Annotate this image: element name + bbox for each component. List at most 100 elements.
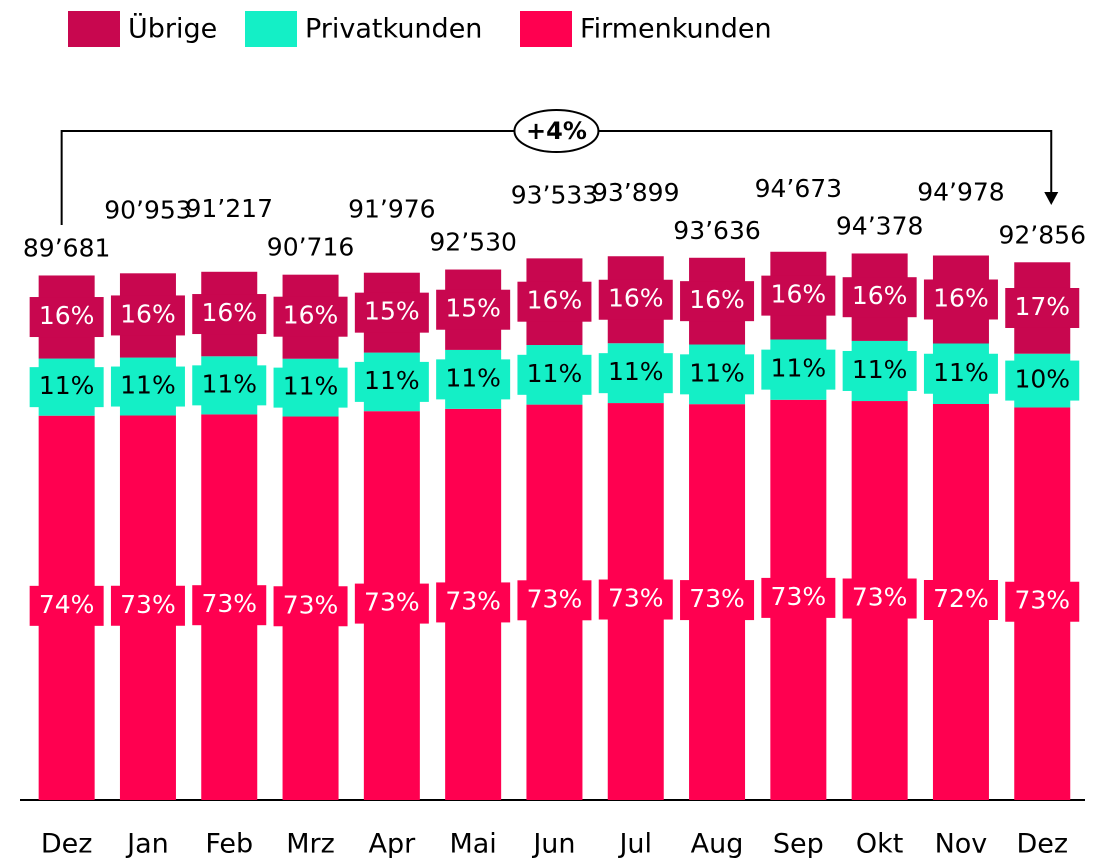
value-label: 16% (933, 284, 989, 313)
x-tick-label: Okt (856, 829, 903, 860)
value-label: 11% (120, 371, 176, 400)
value-label: 73% (201, 589, 257, 618)
label-box (110, 585, 185, 626)
label-box (761, 577, 836, 618)
label-box (598, 579, 673, 620)
value-label: 73% (608, 584, 664, 613)
value-label: 16% (689, 285, 745, 314)
total-label: 93’899 (592, 178, 679, 207)
value-label: 11% (527, 359, 583, 388)
label-box (192, 294, 267, 335)
label-box (192, 585, 267, 626)
label-box (110, 295, 185, 336)
value-label: 73% (527, 584, 583, 613)
value-label: 16% (120, 299, 176, 328)
label-box (110, 366, 185, 407)
value-label: 16% (608, 284, 664, 313)
label-box (1005, 581, 1080, 622)
value-label: 11% (689, 358, 745, 387)
x-tick-label: Sep (773, 829, 824, 860)
legend-label: Privatkunden (305, 14, 482, 45)
label-box (1005, 287, 1080, 328)
label-box (354, 583, 429, 624)
label-box (680, 580, 755, 621)
value-label: 73% (364, 588, 420, 617)
label-box (923, 279, 998, 320)
value-label: 11% (364, 366, 420, 395)
value-label: 11% (39, 371, 95, 400)
x-tick-label: Dez (41, 829, 93, 860)
value-label: 73% (283, 590, 339, 619)
x-tick-label: Mrz (286, 829, 335, 860)
label-box (517, 580, 592, 621)
label-box (598, 279, 673, 320)
annotation-arrow (1044, 192, 1059, 205)
label-box (192, 365, 267, 406)
legend-label: Firmenkunden (580, 14, 772, 45)
label-box (29, 585, 104, 626)
total-label: 90’953 (104, 195, 191, 224)
label-box (436, 289, 511, 330)
value-label: 74% (39, 590, 95, 619)
label-box (354, 361, 429, 402)
total-label: 91’217 (186, 194, 273, 223)
total-label: 92’856 (999, 220, 1086, 249)
label-box (517, 281, 592, 322)
legend-swatch (520, 11, 572, 47)
x-tick-label: Dez (1016, 829, 1068, 860)
value-label: 17% (1014, 292, 1070, 321)
label-box (761, 275, 836, 316)
x-tick-label: Jan (125, 829, 169, 860)
value-label: 11% (445, 363, 501, 392)
value-label: 73% (689, 584, 745, 613)
value-label: 15% (445, 294, 501, 323)
label-box (923, 353, 998, 394)
total-label: 91’976 (348, 195, 435, 224)
label-box (842, 350, 917, 391)
x-tick-label: Jul (617, 829, 652, 860)
label-box (923, 580, 998, 620)
value-label: 15% (364, 297, 420, 326)
value-label: 11% (283, 372, 339, 401)
label-box (436, 582, 511, 623)
label-box (436, 359, 511, 400)
value-label: 11% (933, 358, 989, 387)
total-label: 93’533 (511, 180, 598, 209)
value-label: 16% (771, 280, 827, 309)
value-label: 16% (39, 301, 95, 330)
label-box (29, 297, 104, 338)
value-label: 73% (120, 590, 176, 619)
value-label: 11% (201, 369, 257, 398)
value-label: 72% (933, 584, 989, 613)
total-label: 94’673 (755, 174, 842, 203)
label-box (273, 367, 348, 408)
total-label: 94’378 (836, 211, 923, 240)
value-label: 73% (1014, 586, 1070, 615)
label-box (273, 586, 348, 627)
label-box (29, 367, 104, 408)
total-label: 89’681 (23, 233, 110, 262)
label-box (517, 354, 592, 395)
total-label: 94’978 (917, 178, 1004, 207)
value-label: 10% (1014, 365, 1070, 394)
x-tick-label: Feb (205, 829, 253, 860)
value-label: 11% (852, 355, 908, 384)
legend-swatch (245, 11, 297, 47)
x-tick-label: Apr (368, 829, 416, 860)
value-label: 11% (608, 357, 664, 386)
label-box (680, 281, 755, 322)
value-label: 16% (852, 281, 908, 310)
x-tick-label: Jun (531, 829, 575, 860)
value-label: 16% (527, 286, 583, 315)
x-tick-label: Aug (691, 829, 744, 860)
label-box (842, 277, 917, 318)
label-box (680, 354, 755, 395)
label-box (598, 353, 673, 394)
legend-swatch (68, 11, 120, 47)
value-label: 73% (852, 583, 908, 612)
total-label: 90’716 (267, 233, 354, 262)
label-box (761, 349, 836, 390)
total-label: 93’636 (673, 216, 760, 245)
value-label: 16% (201, 298, 257, 327)
